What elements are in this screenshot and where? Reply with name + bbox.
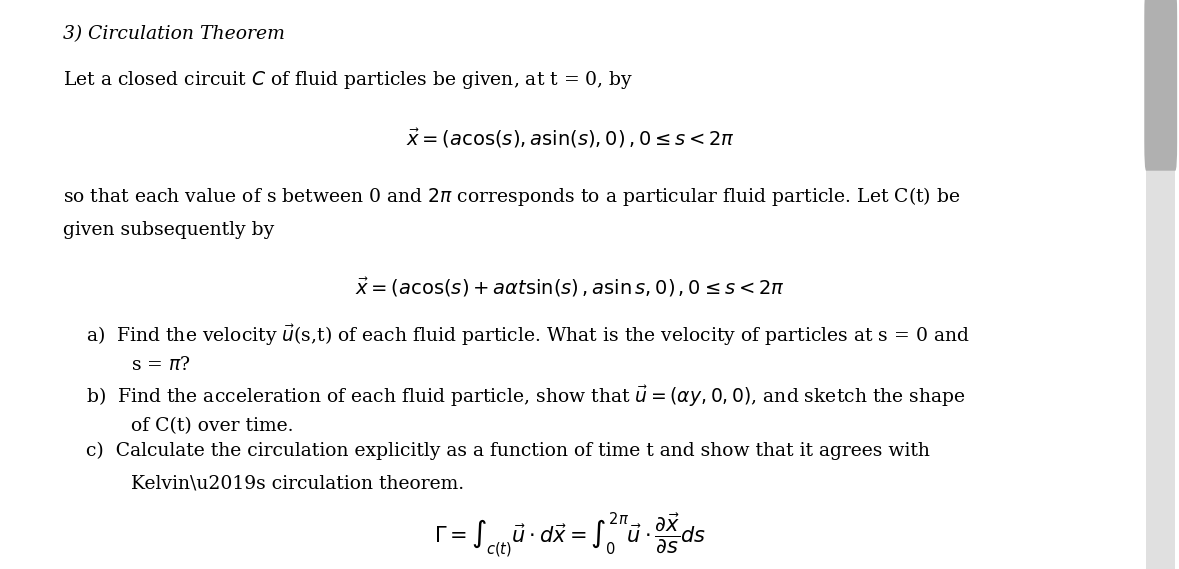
- Text: of C(t) over time.: of C(t) over time.: [131, 417, 294, 435]
- Text: $\vec{x} = (a\cos(s) + a\alpha t\sin(s)\,, a\sin s, 0)\,, 0 \leq s < 2\pi$: $\vec{x} = (a\cos(s) + a\alpha t\sin(s)\…: [355, 276, 785, 299]
- Text: so that each value of s between 0 and $2\pi$ corresponds to a particular fluid p: so that each value of s between 0 and $2…: [62, 185, 960, 208]
- Text: a)  Find the velocity $\vec{u}$(s,t) of each fluid particle. What is the velocit: a) Find the velocity $\vec{u}$(s,t) of e…: [86, 323, 969, 348]
- Text: Let a closed circuit $C$ of fluid particles be given, at t = 0, by: Let a closed circuit $C$ of fluid partic…: [62, 69, 633, 91]
- Text: 3): 3): [62, 25, 94, 43]
- Text: s = $\pi$?: s = $\pi$?: [131, 356, 191, 374]
- FancyBboxPatch shape: [1145, 0, 1177, 171]
- Text: given subsequently by: given subsequently by: [62, 221, 274, 239]
- Text: $\Gamma = \int_{c(t)} \vec{u} \cdot d\vec{x} = \int_0^{2\pi} \vec{u} \cdot \dfra: $\Gamma = \int_{c(t)} \vec{u} \cdot d\ve…: [434, 511, 706, 560]
- Text: Kelvin\u2019s circulation theorem.: Kelvin\u2019s circulation theorem.: [131, 475, 465, 493]
- Text: $\vec{x} = (a\cos(s), a\sin(s), 0)\,, 0 \leq s < 2\pi$: $\vec{x} = (a\cos(s), a\sin(s), 0)\,, 0 …: [406, 127, 735, 150]
- Text: b)  Find the acceleration of each fluid particle, show that $\vec{u} = (\alpha y: b) Find the acceleration of each fluid p…: [86, 384, 966, 409]
- Text: c)  Calculate the circulation explicitly as a function of time t and show that i: c) Calculate the circulation explicitly …: [86, 442, 929, 460]
- Text: Circulation Theorem: Circulation Theorem: [87, 25, 284, 43]
- FancyBboxPatch shape: [1146, 0, 1175, 569]
